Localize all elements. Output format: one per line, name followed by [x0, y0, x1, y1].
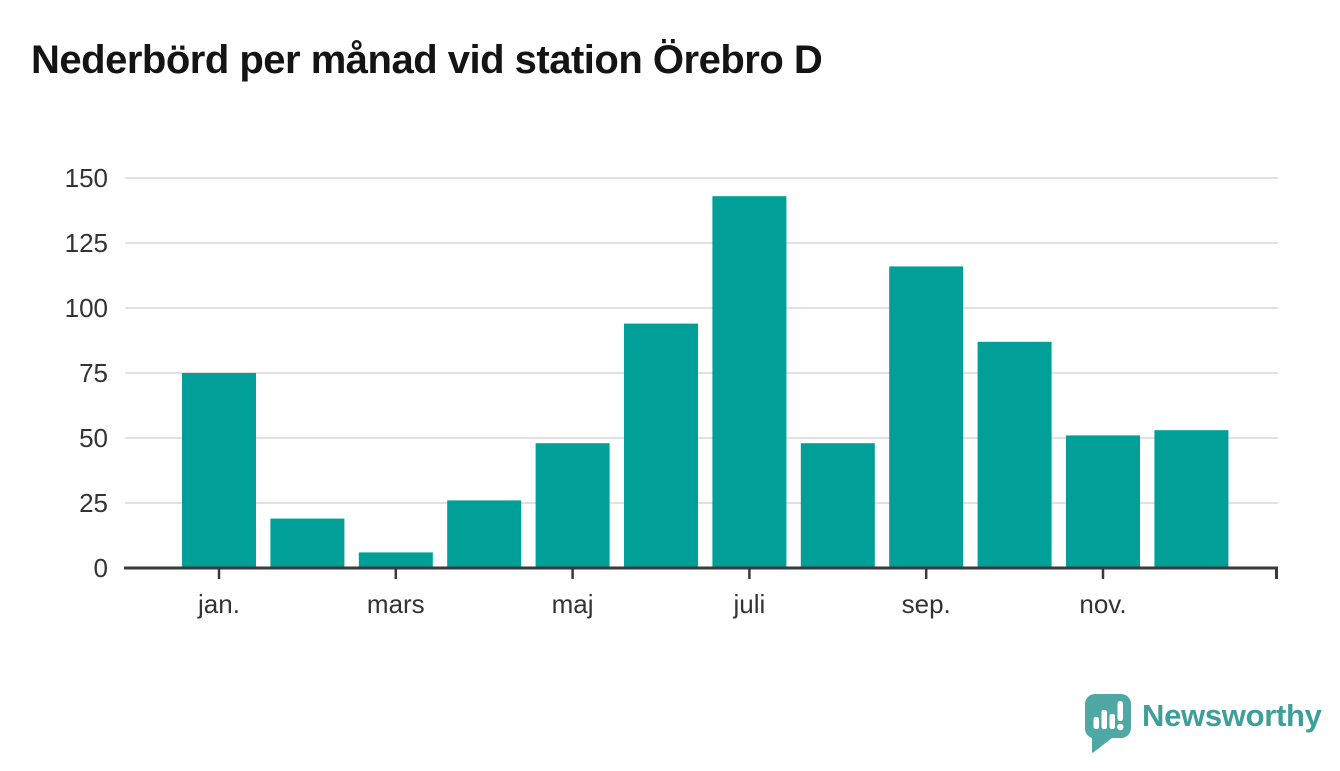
bar-month-9 [889, 266, 964, 568]
bar-month-10 [977, 341, 1052, 568]
y-axis-label-25: 25 [79, 488, 108, 518]
x-axis-label-maj: maj [552, 589, 594, 619]
x-axis-label-jan.: jan. [197, 589, 240, 619]
y-axis-label-0: 0 [94, 553, 108, 583]
y-axis-label-100: 100 [65, 293, 108, 323]
y-axis-label-150: 150 [65, 163, 108, 193]
y-axis-label-75: 75 [79, 358, 108, 388]
y-axis-label-125: 125 [65, 228, 108, 258]
newsworthy-logo: Newsworthy [1085, 694, 1322, 754]
bar-month-4 [447, 500, 522, 568]
x-axis-label-juli: juli [733, 589, 766, 619]
bar-month-6 [624, 323, 698, 568]
bar-month-5 [535, 443, 610, 568]
bar-month-12 [1154, 430, 1229, 568]
x-axis-label-sep.: sep. [902, 589, 951, 619]
bar-month-11 [1066, 435, 1140, 568]
chart-title: Nederbörd per månad vid station Örebro D [31, 38, 823, 82]
newsworthy-wordmark: Newsworthy [1142, 698, 1322, 733]
bar-month-3 [358, 552, 433, 568]
bar-month-8 [800, 443, 875, 568]
bar-month-1 [182, 373, 256, 568]
x-axis-label-mars: mars [367, 589, 425, 619]
newsworthy-speech-bubble-barchart-icon [1085, 694, 1131, 753]
y-axis-label-50: 50 [79, 423, 108, 453]
bar-month-2 [270, 518, 345, 568]
bar-month-7 [712, 196, 787, 568]
x-axis-label-nov.: nov. [1079, 589, 1126, 619]
